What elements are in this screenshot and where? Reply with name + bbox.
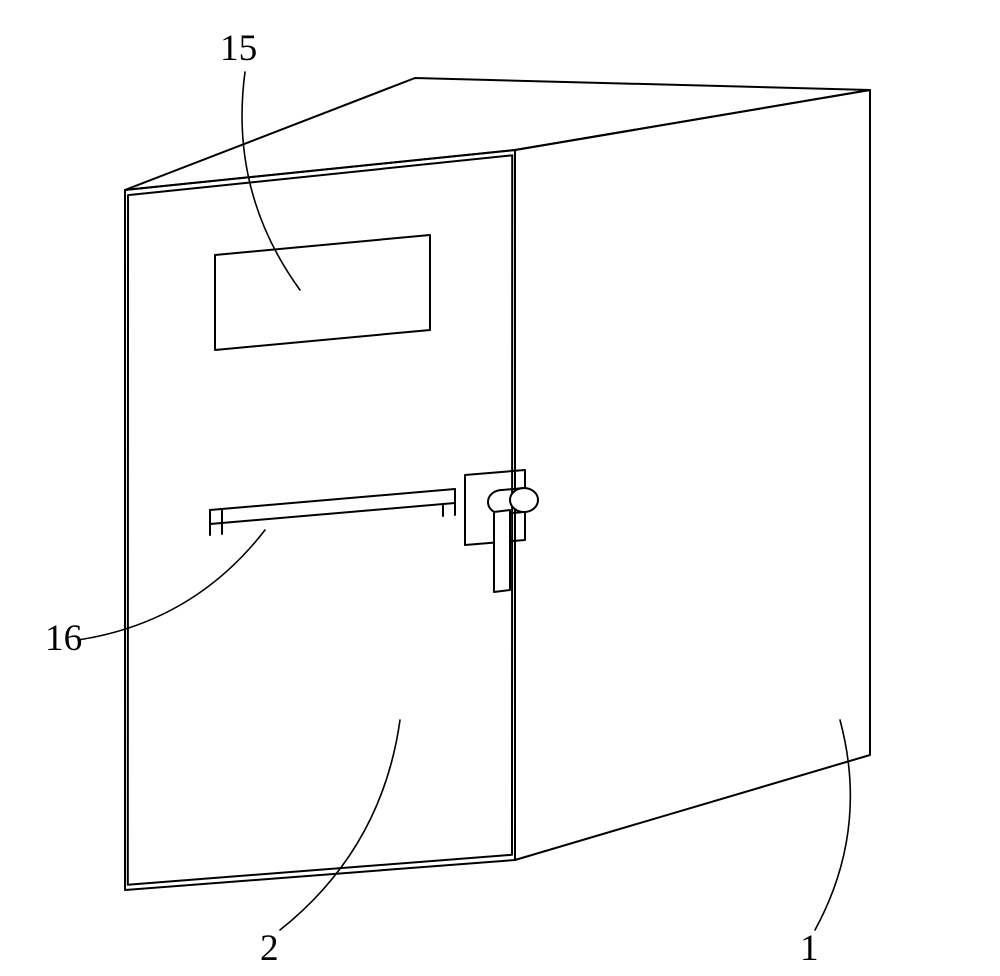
cabinet-front-face: [125, 150, 515, 890]
cabinet-top-face: [125, 78, 870, 190]
label-2: 2: [260, 928, 279, 969]
cabinet-right-face: [515, 90, 870, 860]
lock-lever: [494, 510, 510, 592]
label-1-text: 1: [800, 928, 819, 969]
lock-cylinder-front: [510, 488, 538, 512]
label-15: 15: [220, 28, 257, 69]
label-2-leader: [280, 720, 400, 930]
display-window: [215, 235, 430, 350]
label-16: 16: [45, 618, 82, 659]
label-15-text: 15: [220, 28, 257, 69]
technical-diagram: 15 16 2 1: [0, 0, 1000, 976]
cabinet-door: [128, 155, 512, 884]
label-1: 1: [800, 928, 819, 969]
label-16-text: 16: [45, 618, 82, 659]
label-2-text: 2: [260, 928, 279, 969]
label-1-leader: [815, 720, 850, 930]
label-16-leader: [78, 530, 265, 640]
